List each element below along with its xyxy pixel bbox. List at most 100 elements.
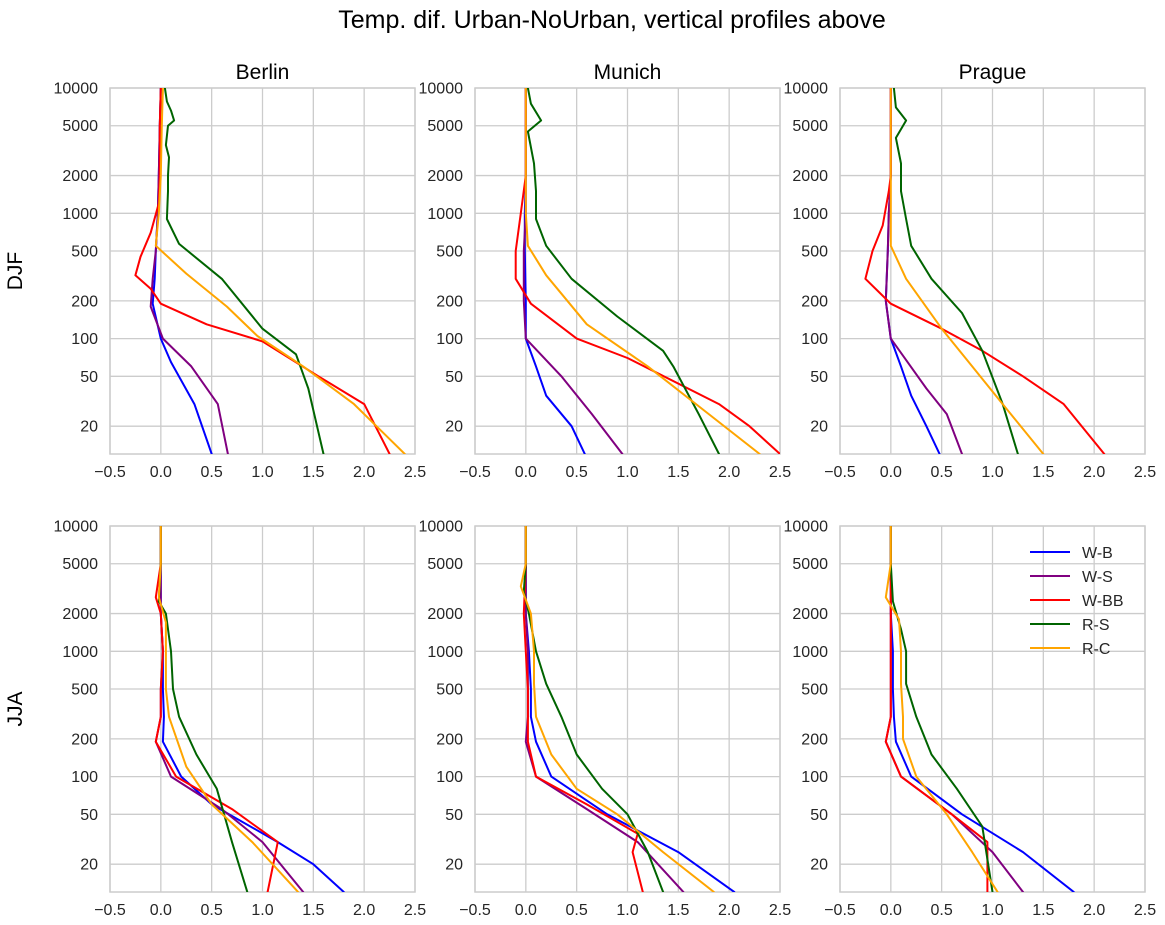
x-tick-label: 0.0 [150, 902, 172, 919]
x-tick-label: 1.5 [302, 902, 324, 919]
y-tick-label: 10000 [419, 519, 464, 536]
y-tick-label: 200 [801, 293, 828, 310]
x-tick-label: 2.0 [1083, 464, 1105, 481]
x-tick-label: 0.0 [150, 464, 172, 481]
series-line-r-s [522, 526, 665, 892]
series-line-r-c [157, 526, 300, 892]
y-tick-label: 1000 [427, 644, 463, 661]
series-line-r-s [892, 88, 1019, 454]
x-tick-label: 2.0 [353, 902, 375, 919]
y-tick-label: 10000 [784, 519, 829, 536]
y-tick-label: 1000 [62, 206, 98, 223]
x-tick-label: 1.5 [1032, 902, 1054, 919]
plot-frame [839, 87, 1146, 455]
legend-label: W-B [1082, 545, 1113, 562]
series-line-r-c [889, 88, 1045, 454]
x-tick-label: 1.0 [981, 464, 1003, 481]
y-tick-label: 5000 [427, 556, 463, 573]
series-line-w-bb [514, 88, 780, 454]
y-tick-label: 10000 [54, 519, 99, 536]
y-tick-label: 20 [80, 857, 98, 874]
x-tick-label: 1.0 [251, 464, 273, 481]
legend-label: R-S [1082, 617, 1110, 634]
x-tick-label: 0.5 [566, 464, 588, 481]
x-tick-label: 1.5 [1032, 464, 1054, 481]
legend-label: W-S [1082, 569, 1113, 586]
x-tick-label: 0.0 [880, 464, 902, 481]
series-line-w-b [884, 88, 941, 454]
y-tick-label: 10000 [784, 81, 829, 98]
figure-title: Temp. dif. Urban-NoUrban, vertical profi… [338, 6, 885, 34]
series-group [519, 526, 736, 892]
panel-title: Prague [959, 61, 1027, 84]
x-tick-label: 2.0 [718, 464, 740, 481]
y-tick-label: 20 [80, 419, 98, 436]
y-tick-label: 50 [810, 369, 828, 386]
x-tick-label: 0.5 [201, 464, 223, 481]
x-tick-label: 0.5 [201, 902, 223, 919]
y-tick-label: 20 [810, 857, 828, 874]
y-tick-label: 1000 [792, 206, 828, 223]
series-line-r-s [157, 526, 249, 892]
legend-label: R-C [1082, 641, 1110, 658]
series-group [864, 88, 1106, 454]
y-tick-label: 5000 [62, 556, 98, 573]
panel-jja-munich: −0.5 0.0 0.5 1.0 1.5 2.0 2.5 20 50 100 200 500 1000 2… [419, 519, 792, 920]
y-tick-label: 2000 [792, 606, 828, 623]
series-line-w-s [524, 526, 685, 892]
series-line-r-s [526, 88, 720, 454]
row-label-jja: JJA [4, 691, 27, 726]
x-tick-label: −0.5 [459, 902, 491, 919]
y-tick-label: 50 [810, 807, 828, 824]
y-tick-label: 2000 [62, 606, 98, 623]
y-tick-label: 2000 [427, 606, 463, 623]
y-tick-label: 500 [71, 682, 98, 699]
y-tick-label: 100 [71, 769, 98, 786]
x-tick-label: −0.5 [824, 464, 856, 481]
y-tick-label: 20 [810, 419, 828, 436]
series-line-r-s [163, 88, 325, 454]
panel-djf-berlin: Berlin −0.5 0.0 0.5 1.0 1.5 2.0 2.5 20 50 100 200 50… [54, 61, 427, 481]
x-tick-label: 1.0 [616, 902, 638, 919]
panel-jja-berlin: −0.5 0.0 0.5 1.0 1.5 2.0 2.5 20 50 100 200 500 1000 2… [54, 519, 427, 920]
y-tick-label: 50 [80, 807, 98, 824]
series-line-w-bb [154, 526, 279, 892]
y-tick-label: 100 [436, 331, 463, 348]
panel-djf-munich: Munich −0.5 0.0 0.5 1.0 1.5 2.0 2.5 20 50 100 200 50… [419, 61, 792, 481]
y-tick-label: 2000 [427, 168, 463, 185]
legend-label: W-BB [1082, 593, 1123, 610]
x-tick-label: 2.5 [769, 902, 791, 919]
y-tick-label: 100 [71, 331, 98, 348]
series-line-w-bb [884, 526, 989, 892]
series-line-r-c [519, 526, 715, 892]
x-tick-label: 0.5 [566, 902, 588, 919]
plot-frame [474, 87, 781, 455]
plot-frame [474, 525, 781, 893]
y-tick-label: 100 [801, 331, 828, 348]
x-tick-label: −0.5 [94, 464, 126, 481]
y-tick-label: 500 [801, 244, 828, 261]
y-tick-label: 500 [436, 244, 463, 261]
x-tick-label: 0.5 [931, 464, 953, 481]
series-group [884, 526, 1075, 892]
series-group [154, 526, 345, 892]
plot-frame [109, 87, 416, 455]
x-tick-label: 2.0 [718, 902, 740, 919]
y-tick-label: 10000 [54, 81, 99, 98]
x-tick-label: −0.5 [824, 902, 856, 919]
plot-frame [109, 525, 416, 893]
series-group [514, 88, 780, 454]
x-tick-label: 1.5 [667, 464, 689, 481]
y-tick-label: 5000 [62, 118, 98, 135]
y-tick-label: 20 [445, 857, 463, 874]
x-tick-label: 1.0 [981, 902, 1003, 919]
x-tick-label: 1.5 [667, 902, 689, 919]
series-line-r-c [154, 88, 406, 454]
y-tick-label: 500 [801, 682, 828, 699]
y-tick-label: 1000 [62, 644, 98, 661]
series-line-r-s [889, 526, 994, 892]
y-tick-label: 2000 [792, 168, 828, 185]
x-tick-label: 1.0 [251, 902, 273, 919]
panel-title: Munich [594, 61, 662, 84]
